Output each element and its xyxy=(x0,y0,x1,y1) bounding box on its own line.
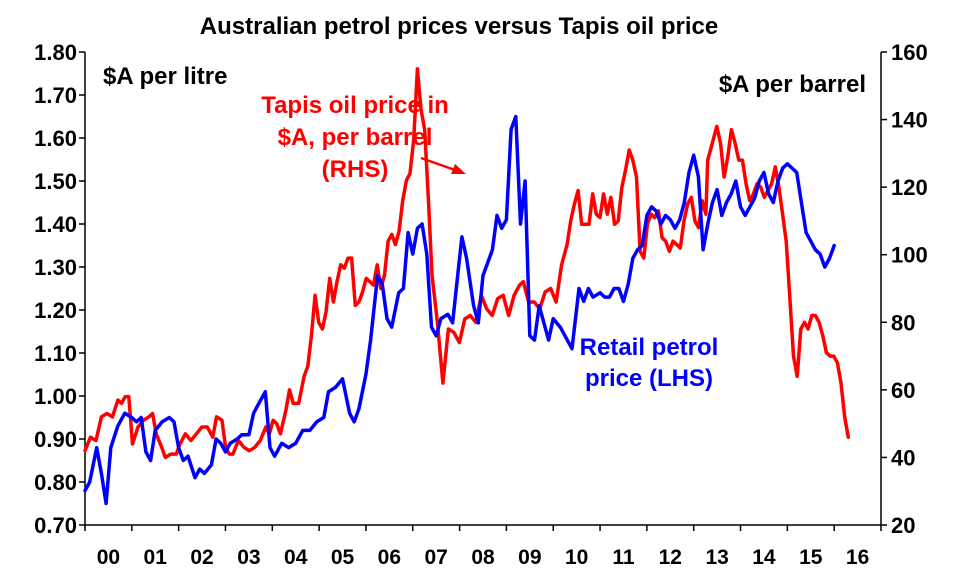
x-tick-label: 15 xyxy=(799,546,823,569)
x-tick-label: 02 xyxy=(190,546,213,569)
x-tick-label: 06 xyxy=(378,546,401,569)
series-layer xyxy=(83,67,851,506)
x-tick-label: 05 xyxy=(331,546,355,569)
left-axis-ticks: 0.70 0.80 0.90 1.00 1.10 1.20 1.30 1.40 1.50 1.60… xyxy=(34,40,85,538)
x-tick-label: 16 xyxy=(846,546,869,569)
left-tick-label: 1.00 xyxy=(34,384,77,409)
tapis-annotation-arrow-head xyxy=(451,164,466,174)
x-tick-label: 12 xyxy=(659,546,682,569)
x-tick-label: 01 xyxy=(144,546,168,569)
chart-title: Australian petrol prices versus Tapis oi… xyxy=(200,13,718,40)
right-axis-label: $A per barrel xyxy=(719,71,866,98)
tapis-annotation-line-1: Tapis oil price in xyxy=(261,92,449,119)
x-tick-label: 14 xyxy=(752,546,776,569)
left-tick-label: 1.10 xyxy=(34,341,77,366)
left-tick-label: 0.80 xyxy=(34,470,77,495)
x-tick-label: 00 xyxy=(97,546,120,569)
right-tick-label: 40 xyxy=(891,445,915,470)
x-tick-label: 08 xyxy=(471,546,495,569)
x-tick-label: 03 xyxy=(237,546,260,569)
right-tick-label: 80 xyxy=(891,310,915,335)
left-tick-label: 1.20 xyxy=(34,298,77,323)
x-tick-label: 11 xyxy=(612,546,635,569)
left-tick-label: 1.30 xyxy=(34,255,77,280)
tapis-annotation: Tapis oil price in $A, per barrel (RHS) xyxy=(261,92,466,183)
x-tick-label: 13 xyxy=(705,546,728,569)
left-tick-label: 1.40 xyxy=(34,212,77,237)
x-tick-label: 09 xyxy=(518,546,541,569)
right-tick-label: 120 xyxy=(891,175,928,200)
left-tick-label: 1.60 xyxy=(34,126,77,151)
right-tick-label: 140 xyxy=(891,108,928,133)
left-tick-label: 1.70 xyxy=(34,83,77,108)
right-axis-ticks: 20 40 60 80 100 120 140 160 xyxy=(881,40,928,538)
retail-petrol-price-line xyxy=(83,114,836,506)
x-tick-label: 10 xyxy=(565,546,588,569)
right-tick-label: 60 xyxy=(891,378,915,403)
right-tick-label: 100 xyxy=(891,243,928,268)
left-tick-label: 0.90 xyxy=(34,427,77,452)
right-tick-label: 20 xyxy=(891,513,915,538)
x-axis-ticks: 00 01 02 03 04 05 06 07 08 09 10 11 12 13 14 15 16 xyxy=(84,525,882,569)
tapis-annotation-arrow-shaft xyxy=(420,156,456,172)
left-tick-label: 0.70 xyxy=(34,513,77,538)
x-tick-label: 07 xyxy=(424,546,447,569)
retail-annotation-line-1: Retail petrol xyxy=(580,334,719,361)
retail-annotation-line-2: price (LHS) xyxy=(585,365,713,392)
tapis-oil-price-line xyxy=(83,67,851,460)
x-tick-label: 04 xyxy=(284,546,308,569)
tapis-annotation-line-2: $A, per barrel xyxy=(278,124,433,151)
left-axis-label: $A per litre xyxy=(103,63,228,90)
retail-annotation: Retail petrol price (LHS) xyxy=(580,334,719,392)
right-tick-label: 160 xyxy=(891,40,928,65)
left-tick-label: 1.50 xyxy=(34,169,77,194)
left-tick-label: 1.80 xyxy=(34,40,77,65)
tapis-annotation-line-3: (RHS) xyxy=(322,156,389,183)
